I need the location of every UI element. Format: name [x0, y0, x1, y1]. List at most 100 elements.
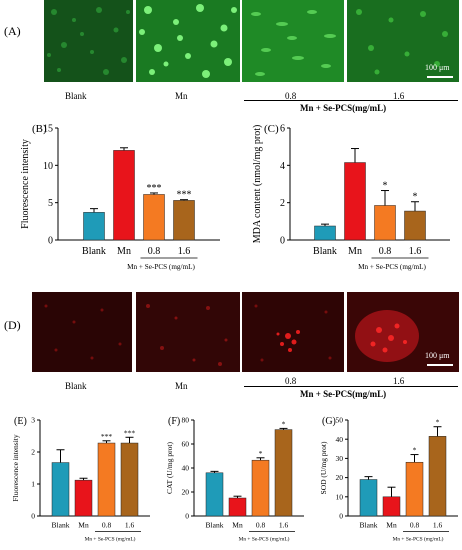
condition-a-08: 0.8	[285, 91, 297, 101]
chart-c-ytick-label: 0	[280, 236, 285, 247]
chart-e-ytick-label: 2	[31, 448, 35, 457]
micrograph-d-08	[242, 292, 344, 372]
condition-d-mn: Mn	[175, 381, 188, 391]
chart-f-letter: (F)	[168, 416, 180, 427]
condition-a-blank: Blank	[65, 91, 87, 101]
micrograph-a-blank-texture	[44, 0, 133, 82]
chart-c-significance: *	[413, 192, 418, 203]
chart-g-category-label: Mn	[386, 521, 397, 530]
group-line-a	[244, 100, 458, 101]
chart-e-ylabel: Fluorescence intensity	[11, 434, 20, 502]
chart-b-letter: (B)	[32, 123, 47, 135]
chart-c-ytick-label: 2	[280, 198, 285, 209]
chart-b-bar	[83, 212, 105, 241]
chart-e-significance: ***	[124, 428, 136, 437]
micrograph-a-08	[242, 0, 344, 82]
condition-d-08: 0.8	[285, 376, 297, 386]
chart-g-bar	[405, 461, 424, 517]
chart-g-category-label: 1.6	[433, 521, 443, 530]
chart-e-category-label: 1.6	[125, 521, 135, 530]
chart-f-significance: *	[282, 419, 286, 428]
chart-f-ytick-label: 0	[185, 512, 189, 521]
chart-b-significance: ***	[177, 190, 192, 201]
chart-f-ytick-label: 40	[182, 464, 190, 473]
chart-g-group-label: Mn + Se-PCS (mg/mL)	[393, 535, 444, 542]
chart-b-ytick-label: 15	[43, 124, 53, 135]
micrograph-d-16-texture	[347, 292, 459, 372]
micrograph-d-08-texture	[242, 292, 344, 372]
chart-g-ytick-label: 40	[336, 435, 344, 444]
micrograph-a-mn	[136, 0, 240, 82]
chart-b-category-label: Mn	[117, 246, 131, 257]
chart-f-bar	[251, 459, 270, 517]
chart-c-ytick-label: 6	[280, 124, 285, 135]
chart-g-bar	[382, 496, 401, 517]
chart-c-category-label: 0.8	[379, 246, 392, 257]
chart-b-category-label: 1.6	[178, 246, 191, 257]
chart-e-bar	[51, 462, 70, 517]
chart-e-ytick-label: 3	[31, 416, 35, 425]
chart-b-bar	[113, 150, 135, 241]
chart-g-ytick-label: 50	[336, 416, 344, 425]
chart-c-bar	[314, 225, 336, 241]
panel-a-letter: (A)	[4, 24, 21, 38]
chart-e-ytick-label: 0	[31, 512, 35, 521]
micrograph-a-mn-texture	[136, 0, 240, 82]
chart-b: (B) 0 5 10 15 Fluorescence intensity Blank Mn **…	[20, 123, 220, 271]
chart-g-significance: *	[413, 446, 417, 455]
chart-e-significance: ***	[101, 432, 113, 441]
chart-e-category-label: Blank	[52, 521, 70, 530]
chart-f-category-label: Blank	[206, 521, 224, 530]
chart-c-category-label: 1.6	[409, 246, 422, 257]
panel-d-letter: (D)	[4, 318, 21, 332]
chart-f-ytick-label: 80	[182, 416, 190, 425]
scale-label-a: 100 μm	[425, 63, 450, 72]
micrograph-d-blank	[32, 292, 132, 372]
micrograph-d-mn-texture	[136, 292, 240, 372]
chart-f-bar	[274, 429, 293, 517]
micrograph-d-blank-texture	[32, 292, 132, 372]
chart-g: (G) 0 10 20 30 40 50 SOD (U/mg prot) Blank Mn * 0.8…	[319, 416, 458, 542]
chart-f-category-label: Mn	[232, 521, 243, 530]
chart-c-bar	[404, 210, 426, 241]
micrograph-d-16: 100 μm	[347, 292, 459, 372]
chart-g-significance: *	[436, 418, 440, 427]
condition-d-16: 1.6	[393, 376, 405, 386]
chart-c-letter: (C)	[264, 123, 279, 135]
chart-g-category-label: 0.8	[410, 521, 420, 530]
condition-a-16: 1.6	[393, 91, 405, 101]
chart-e-bar	[74, 479, 93, 517]
micrograph-a-blank	[44, 0, 133, 82]
chart-b-ylabel: Fluorescence intensity	[20, 139, 31, 229]
chart-g-category-label: Blank	[360, 521, 378, 530]
chart-b-ytick-label: 5	[48, 198, 53, 209]
scale-label-d: 100 μm	[425, 351, 450, 360]
chart-e-bar	[97, 442, 116, 517]
chart-e-group-label: Mn + Se-PCS (mg/mL)	[85, 535, 136, 542]
chart-f-category-label: 1.6	[279, 521, 289, 530]
chart-e-category-label: 0.8	[102, 521, 112, 530]
condition-d-blank: Blank	[65, 381, 87, 391]
chart-f-group-label: Mn + Se-PCS (mg/mL)	[239, 535, 290, 542]
chart-f-ytick-label: 20	[182, 488, 190, 497]
chart-e-letter: (E)	[14, 416, 27, 427]
micrograph-a-16-texture	[347, 0, 459, 82]
chart-f-category-label: 0.8	[256, 521, 266, 530]
chart-c-category-label: Mn	[348, 246, 362, 257]
micrograph-a-08-texture	[242, 0, 344, 82]
chart-e: (E) 0 1 2 3 Fluorescence intensity Blank Mn *** 0…	[11, 416, 150, 542]
group-label-d: Mn + Se-PCS(mg/mL)	[300, 389, 387, 399]
chart-g-ytick-label: 10	[336, 492, 344, 501]
chart-c-bar	[344, 162, 366, 241]
chart-b-category-label: 0.8	[148, 246, 161, 257]
chart-b-ytick-label: 0	[48, 236, 53, 247]
scale-bar-a	[427, 76, 453, 78]
scale-bar-d	[427, 364, 453, 366]
chart-b-bar	[173, 200, 195, 241]
chart-f: (F) 0 20 40 60 80 CAT (U/mg prot) Blank Mn * 0.8 * 1…	[165, 416, 304, 542]
chart-c-group-label: Mn + Se-PCS (mg/mL)	[358, 263, 426, 271]
chart-b-group-label: Mn + Se-PCS (mg/mL)	[127, 263, 195, 271]
chart-g-letter: (G)	[322, 416, 336, 427]
condition-a-mn: Mn	[175, 91, 188, 101]
group-line-d	[244, 386, 458, 387]
